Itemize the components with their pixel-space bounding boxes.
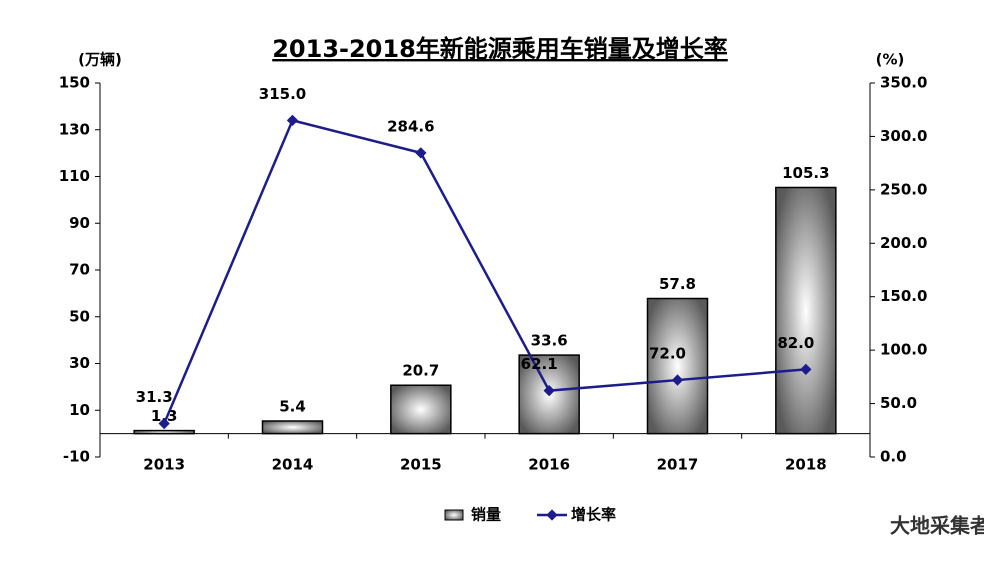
bar <box>646 297 709 435</box>
bar <box>261 420 324 435</box>
y2-axis-title: (%) <box>876 51 905 69</box>
y2-tick-label: 0.0 <box>880 448 907 466</box>
y-tick-label: 50 <box>69 307 90 325</box>
line-marker <box>671 374 684 386</box>
line <box>163 118 806 425</box>
y-tick-label: 150 <box>59 74 90 92</box>
legend-label: 增长率 <box>571 506 616 524</box>
bar-value-label: 1.3 <box>151 407 178 425</box>
bar <box>133 429 195 435</box>
line-marker <box>158 417 170 430</box>
y-tick-label: 110 <box>59 167 90 185</box>
watermark: 大地采集者 <box>890 514 984 538</box>
y2-tick-label: 50.0 <box>880 394 917 412</box>
line-marker <box>800 363 812 376</box>
y-tick-label: -10 <box>63 448 90 466</box>
bar-value-label: 5.4 <box>279 398 306 416</box>
legend-swatch <box>546 509 558 521</box>
legend-label: 销量 <box>471 506 501 524</box>
bar-value-label: 105.3 <box>782 164 829 182</box>
y2-tick-label: 150.0 <box>880 287 927 305</box>
y2-tick-label: 250.0 <box>880 180 927 198</box>
bar <box>775 186 837 435</box>
x-tick-label: 2017 <box>657 456 699 474</box>
bar-value-label: 57.8 <box>659 275 696 293</box>
y2-tick-label: 100.0 <box>880 341 927 359</box>
line-marker <box>543 384 555 397</box>
legend-swatch <box>444 509 464 521</box>
y-tick-label: 10 <box>69 401 90 419</box>
line-value-label: 72.0 <box>649 345 686 363</box>
x-tick-label: 2018 <box>785 456 827 474</box>
bar-value-label: 33.6 <box>531 332 568 350</box>
bar <box>390 384 452 435</box>
line-marker <box>415 147 427 159</box>
y-tick-label: 70 <box>69 261 90 279</box>
line-value-label: 284.6 <box>387 117 434 135</box>
line-value-label: 62.1 <box>521 355 558 373</box>
line-value-label: 315.0 <box>259 85 306 103</box>
x-tick-label: 2016 <box>528 456 570 474</box>
chart-title: 2013-2018年新能源乘用车销量及增长率 <box>272 35 728 63</box>
line-value-label: 31.3 <box>136 388 173 406</box>
x-tick-label: 2013 <box>143 456 185 474</box>
line-value-label: 82.0 <box>777 334 814 352</box>
y2-tick-label: 200.0 <box>880 234 927 252</box>
x-tick-label: 2014 <box>272 456 314 474</box>
y-tick-label: 90 <box>69 214 90 232</box>
bar-value-label: 20.7 <box>402 362 439 380</box>
y2-tick-label: 300.0 <box>880 127 927 145</box>
x-tick-label: 2015 <box>400 456 442 474</box>
y2-tick-label: 350.0 <box>880 74 927 92</box>
y-tick-label: 30 <box>69 354 90 372</box>
y-axis-title: (万辆) <box>78 51 122 69</box>
line-marker <box>286 114 299 127</box>
y-tick-label: 130 <box>59 120 90 138</box>
